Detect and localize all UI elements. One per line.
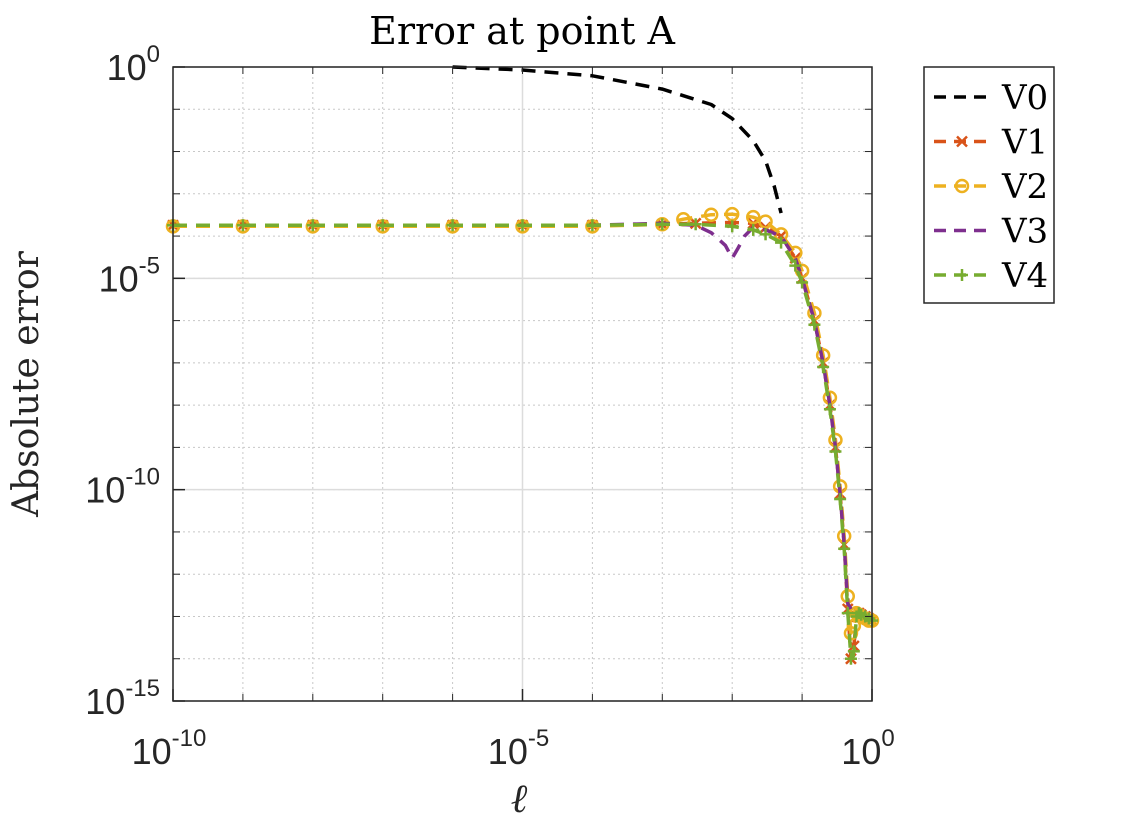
x-tick-label: 10-5 bbox=[488, 725, 549, 772]
x-axis-label: ℓ bbox=[511, 776, 528, 822]
y-tick-label-exponent: -10 bbox=[125, 464, 160, 491]
data-point bbox=[726, 220, 739, 233]
data-point bbox=[758, 214, 773, 229]
y-tick-label: 10-5 bbox=[99, 252, 160, 299]
data-point bbox=[808, 318, 821, 331]
data-point bbox=[724, 206, 740, 222]
legend-marker bbox=[954, 178, 970, 194]
legend-label: V2 bbox=[1001, 167, 1048, 207]
data-point bbox=[446, 219, 459, 232]
y-tick-label: 10-10 bbox=[85, 464, 160, 511]
series-line bbox=[452, 65, 783, 214]
legend-label: V3 bbox=[1001, 212, 1048, 252]
y-tick-label-base: 10 bbox=[107, 47, 147, 88]
data-point bbox=[236, 219, 249, 232]
marker-stroke bbox=[956, 135, 968, 148]
legend-label: V0 bbox=[1001, 78, 1048, 118]
data-point bbox=[847, 645, 860, 658]
series-V4 bbox=[167, 218, 878, 665]
series-layer bbox=[165, 65, 880, 665]
data-point bbox=[796, 276, 809, 289]
data-point bbox=[586, 219, 599, 232]
legend-entry-V1: V1 bbox=[934, 123, 1048, 163]
x-tick-label-base: 10 bbox=[841, 731, 881, 772]
y-tick-label-exponent: -5 bbox=[139, 252, 160, 279]
data-point bbox=[689, 218, 702, 231]
x-tick-label-exponent: 0 bbox=[881, 725, 894, 752]
legend-entry-V3: V3 bbox=[934, 212, 1048, 252]
data-point bbox=[841, 607, 854, 620]
y-tick-label: 100 bbox=[107, 41, 160, 88]
x-tick-label-base: 10 bbox=[132, 731, 172, 772]
data-point bbox=[775, 236, 788, 249]
x-tick-label-exponent: -10 bbox=[172, 725, 207, 752]
data-point bbox=[834, 493, 847, 506]
y-tick-label-base: 10 bbox=[85, 681, 125, 722]
legend-entry-V4: V4 bbox=[934, 256, 1048, 296]
x-tick-label: 10-10 bbox=[132, 725, 207, 772]
y-tick-label: 10-15 bbox=[85, 675, 160, 722]
legend-label: V4 bbox=[1001, 256, 1048, 296]
legend-entry-V2: V2 bbox=[934, 167, 1048, 207]
y-tick-label-base: 10 bbox=[85, 470, 125, 511]
y-axis-label: Absolute error bbox=[6, 250, 47, 518]
legend-label: V1 bbox=[1001, 123, 1048, 163]
legend-marker bbox=[956, 269, 968, 281]
y-tick-label-exponent: 0 bbox=[147, 41, 160, 68]
data-point bbox=[745, 209, 761, 225]
x-tick-label: 100 bbox=[841, 725, 894, 772]
data-point bbox=[516, 219, 529, 232]
x-tick-label-base: 10 bbox=[488, 731, 528, 772]
chart-title: Error at point A bbox=[369, 9, 675, 53]
data-point bbox=[306, 219, 319, 232]
data-point bbox=[852, 607, 865, 620]
data-point bbox=[703, 207, 719, 222]
tick-marks bbox=[172, 66, 873, 702]
data-point bbox=[838, 542, 851, 555]
series-line bbox=[173, 222, 873, 661]
y-tick-label-exponent: -15 bbox=[125, 675, 160, 702]
x-tick-label-exponent: -5 bbox=[528, 725, 549, 752]
legend-marker bbox=[956, 135, 968, 148]
data-point bbox=[844, 652, 857, 665]
y-tick-label-base: 10 bbox=[99, 258, 139, 299]
data-point bbox=[656, 218, 669, 231]
data-point bbox=[823, 403, 836, 416]
data-point bbox=[376, 219, 389, 232]
data-point bbox=[789, 259, 802, 272]
data-point bbox=[829, 445, 842, 458]
data-point bbox=[759, 228, 772, 241]
series-V0 bbox=[452, 65, 783, 214]
data-point bbox=[817, 360, 830, 373]
data-point bbox=[747, 223, 760, 236]
legend-entry-V0: V0 bbox=[934, 78, 1048, 118]
